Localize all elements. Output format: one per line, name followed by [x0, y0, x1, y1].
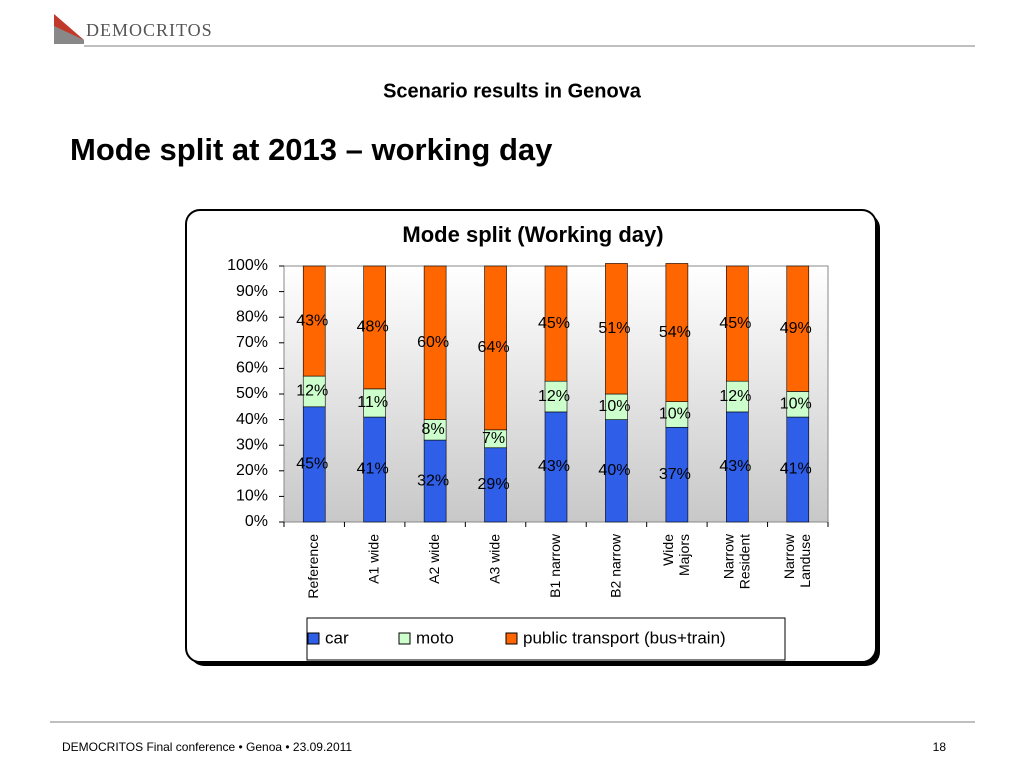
data-label: 10%	[780, 395, 812, 412]
data-label: 60%	[417, 334, 449, 351]
data-label: 45%	[538, 315, 570, 332]
data-label: 51%	[598, 320, 630, 337]
y-tick-label: 100%	[227, 257, 268, 274]
x-tick-label: Reference	[305, 534, 321, 599]
data-label: 12%	[296, 383, 328, 400]
y-tick-label: 50%	[236, 385, 268, 402]
data-label: 43%	[719, 458, 751, 475]
data-label: 10%	[598, 398, 630, 415]
bar-segment	[726, 265, 749, 382]
data-label: 37%	[659, 466, 691, 483]
bar-segment	[605, 263, 628, 395]
y-tick-label: 90%	[236, 283, 268, 300]
legend-swatch	[505, 632, 518, 645]
data-label: 8%	[422, 421, 445, 438]
x-tick-label: B1 narrow	[547, 533, 563, 598]
x-tick-label: A2 wide	[426, 534, 442, 584]
bar-segment	[665, 263, 689, 402]
logo-text: DEMOCRITOS	[86, 20, 213, 40]
data-label: 45%	[719, 315, 751, 332]
x-tick-label: B2 narrow	[607, 533, 623, 598]
data-label: 41%	[780, 461, 812, 478]
y-tick-label: 40%	[236, 411, 268, 428]
x-tick-label: A1 wide	[365, 534, 381, 584]
x-tick-label: NarrowResident	[720, 533, 752, 589]
bar-segment	[786, 265, 810, 392]
data-label: 10%	[659, 406, 691, 423]
bar-segment	[363, 265, 386, 390]
y-tick-label: 10%	[236, 488, 268, 505]
data-label: 45%	[296, 456, 328, 473]
x-tick-label: NarrowLanduse	[780, 533, 812, 588]
data-label: 54%	[659, 324, 691, 341]
bar-segment	[423, 265, 447, 420]
x-tick-label: A3 wide	[486, 534, 502, 584]
y-tick-label: 20%	[236, 462, 268, 479]
y-tick-label: 80%	[236, 308, 268, 325]
data-label: 12%	[719, 388, 751, 405]
legend-label: public transport (bus+train)	[523, 628, 726, 647]
data-label: 48%	[357, 319, 389, 336]
legend	[306, 617, 786, 661]
chart-title: Mode split (Working day)	[402, 222, 663, 247]
x-tick-label: WideMajors	[660, 534, 692, 576]
legend-label: moto	[416, 628, 454, 647]
logo: DEMOCRITOS	[54, 14, 213, 44]
bar-segment	[302, 265, 326, 377]
page-number: 18	[933, 740, 947, 754]
y-tick-label: 30%	[236, 436, 268, 453]
data-label: 11%	[357, 394, 388, 411]
data-label: 29%	[478, 476, 510, 493]
data-label: 64%	[478, 339, 510, 356]
data-label: 32%	[417, 472, 449, 489]
y-tick-label: 70%	[236, 334, 268, 351]
data-label: 41%	[357, 461, 389, 478]
data-label: 7%	[482, 430, 505, 447]
legend-label: car	[325, 628, 349, 647]
bar-segment	[484, 265, 507, 431]
footer-text: DEMOCRITOS Final conference • Genoa • 23…	[62, 740, 352, 754]
y-tick-label: 0%	[245, 513, 268, 530]
y-tick-label: 60%	[236, 360, 268, 377]
data-label: 43%	[538, 458, 570, 475]
data-label: 49%	[780, 320, 812, 337]
data-label: 12%	[538, 388, 570, 405]
data-label: 40%	[598, 462, 630, 479]
legend-swatch	[307, 632, 320, 645]
data-label: 43%	[296, 312, 328, 329]
bar-segment	[544, 265, 568, 382]
heading: Mode split at 2013 – working day	[70, 132, 553, 167]
legend-swatch	[398, 632, 411, 645]
subtitle: Scenario results in Genova	[383, 80, 642, 102]
